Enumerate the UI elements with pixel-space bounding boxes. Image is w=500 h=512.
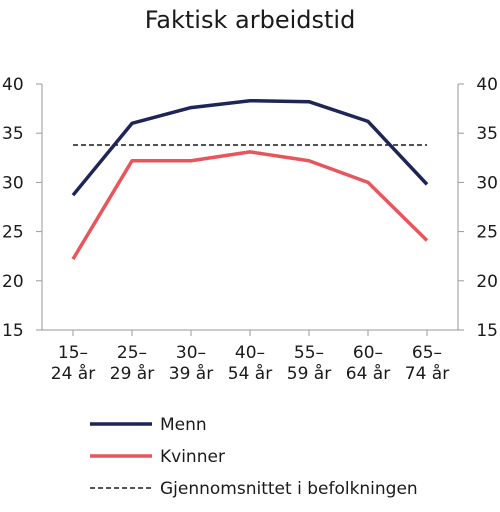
legend-label: Kvinner — [160, 447, 225, 467]
x-tick-label: 30– 39 år — [169, 343, 213, 384]
y-tick-label-left: 30 — [2, 173, 24, 193]
x-tick-label: 55– 59 år — [287, 343, 331, 384]
x-tick-label: 40– 54 år — [228, 343, 272, 384]
legend-label: Gjennomsnittet i befolkningen — [160, 479, 418, 499]
y-tick-label-left: 25 — [2, 223, 24, 243]
legend: Menn Kvinner Gjennomsnittet i befolkningen — [90, 415, 418, 499]
x-tick-label: 25– 29 år — [110, 343, 154, 384]
x-tick-label: 15– 24 år — [51, 343, 95, 384]
axes: 15 15 20 20 25 25 30 30 35 35 40 40 15– 24 år 25– 29 år… — [2, 75, 498, 384]
y-tick-label-right: 35 — [476, 124, 498, 144]
series-line-menn — [71, 98, 429, 197]
x-tick-label: 65– 74 år — [405, 343, 449, 384]
y-tick-label-right: 40 — [476, 75, 498, 95]
y-tick-label-right: 30 — [476, 173, 498, 193]
y-tick-label-left: 35 — [2, 124, 24, 144]
y-tick-label-right: 20 — [476, 272, 498, 292]
series-line-kvinner — [71, 150, 429, 261]
x-tick-label: 60– 64 år — [346, 343, 390, 384]
y-tick-label-left: 15 — [2, 321, 24, 341]
y-tick-label-right: 15 — [476, 321, 498, 341]
y-tick-label-left: 40 — [2, 75, 24, 95]
legend-label: Menn — [160, 415, 207, 435]
chart-title: Faktisk arbeidstid — [145, 6, 356, 34]
y-tick-label-left: 20 — [2, 272, 24, 292]
y-tick-label-right: 25 — [476, 223, 498, 243]
series-layer — [71, 98, 429, 261]
